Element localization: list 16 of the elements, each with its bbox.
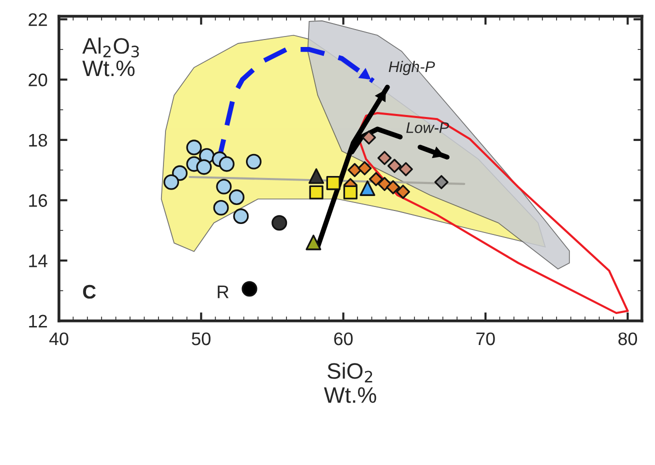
annotation: C bbox=[83, 284, 96, 299]
x-tick-label: 50 bbox=[192, 332, 210, 346]
y-tick-label: 14 bbox=[29, 254, 48, 268]
y-tick-label: 12 bbox=[29, 314, 47, 328]
y-tick-label: 20 bbox=[28, 74, 48, 86]
y-tick-label: 16 bbox=[29, 194, 48, 207]
y-tick-label: 22 bbox=[28, 13, 47, 26]
x-tick-label: 70 bbox=[476, 332, 495, 346]
x-axis-title: SiO$_{2}$ Wt.% bbox=[324, 362, 376, 403]
annotation: Low-P bbox=[406, 122, 450, 134]
x-tick-label: 40 bbox=[49, 332, 68, 346]
y-tick-label: 18 bbox=[29, 134, 48, 147]
x-tick-label: 60 bbox=[334, 332, 353, 346]
annotation: R bbox=[218, 286, 229, 298]
y-axis-title: Al$_{2}$O$_{3}$ Wt.% bbox=[82, 37, 139, 76]
x-tick-label: 80 bbox=[618, 332, 638, 346]
